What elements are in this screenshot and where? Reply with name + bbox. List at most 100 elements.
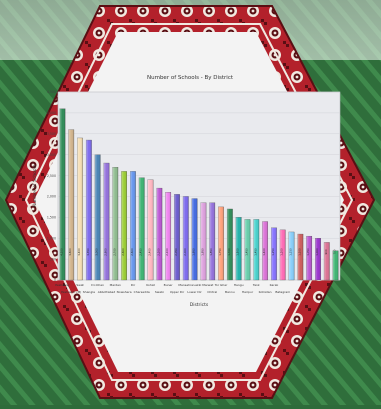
bar-shading [68,129,74,280]
chart-title: Number of Schools - By District [147,75,234,81]
x-tick-label: Swabi [155,290,164,294]
bar-shading [279,229,286,280]
bar-shading [262,221,268,280]
x-tick-label: Kohat [146,283,155,287]
bar-shading [147,179,154,280]
y-axis-ticks: 0 500 1,000 1,500 2,000 2,500 3,000 3,500 4,000 4… [47,90,56,282]
bar-shading [324,242,330,280]
data-label: 1,750 [218,248,222,256]
bar-shading [77,137,83,280]
bar-shading [112,167,119,280]
y-tick-label: 4,000 [47,111,56,115]
x-tick-label: Mansehra [178,283,193,287]
x-tick-label: Nowshera [117,290,132,294]
data-label: 3,600 [68,248,72,256]
x-tick-label: Bannu [225,290,235,294]
x-tick-label: Karak [270,283,279,287]
data-label: 3,400 [77,248,81,256]
bar-chart: Number of Schools - By District 0 500 1,00… [32,75,341,308]
bar-shading [183,196,189,280]
x-tick-label: Kohistan [259,290,272,294]
y-tick-label: 2,000 [47,195,56,199]
data-label: 2,800 [103,248,107,256]
data-label: 3,000 [95,248,99,256]
bar-shading [130,171,136,280]
bar-shading [94,154,101,280]
bar-shading [244,219,251,280]
bar-shading [191,198,198,280]
bar-shading [315,238,321,280]
data-label: 1,700 [227,248,231,256]
bar-shading [59,108,66,280]
bar-shading [103,163,110,280]
data-label: 700 [333,249,337,254]
bar-shading [297,234,304,280]
data-label: 1,950 [192,248,196,256]
data-label: 2,600 [121,248,125,256]
data-label: 1,850 [200,248,204,256]
frame-inner-border [24,23,354,381]
data-label: 1,250 [271,248,275,256]
data-label: 2,700 [112,248,116,256]
data-label: 1,450 [244,248,248,256]
y-tick-label: 3,000 [47,153,56,157]
data-label: 2,200 [156,248,160,256]
bars: 4,100 3,600 3,400 3,350 3,000 2,800 2,700 2,600… [59,108,339,281]
data-label: 1,200 [280,248,284,256]
data-label: 2,450 [139,248,143,256]
x-tick-label: D.I.Khan [91,283,104,287]
x-tick-label: Mardan [110,283,121,287]
x-tick-label: Batagram [275,290,290,294]
bar-shading [165,192,171,280]
x-tick-label: Shangla [83,290,95,294]
y-axis-label: Number of Schools [32,164,38,207]
x-tick-label: Swat [76,283,84,287]
x-tick-label: Hangu [234,283,244,287]
data-label: 2,100 [165,248,169,256]
x-tick-label: Lower Dir [187,290,202,294]
data-label: 1,400 [262,248,266,256]
y-tick-label: 500 [50,257,56,261]
x-axis-label: Districts [190,302,209,308]
bar-shading [200,202,207,280]
bar-shading [332,250,339,280]
data-label: 3,350 [86,248,90,256]
bar-shading [306,236,312,280]
x-tick-label: Haripur [242,290,254,294]
x-tick-label: Peshawar [55,283,70,287]
data-label: 2,050 [174,248,178,256]
y-tick-label: 1,000 [47,236,56,240]
bar-shading [253,219,260,280]
y-tick-label: 4,500 [47,90,56,94]
data-label: 1,100 [297,248,301,256]
bar-shading [288,231,295,280]
bar-shading [271,227,277,280]
x-tick-label: Dir [131,283,136,287]
y-tick-label: 3,500 [47,132,56,136]
data-label: 900 [324,249,328,254]
y-tick-label: 0 [54,278,56,282]
bar-shading [138,177,145,280]
data-label: 2,400 [148,248,152,256]
bar-shading [156,188,163,280]
x-tick-label: Chitral [207,290,217,294]
x-tick-label: Tor Ghar [214,283,228,287]
x-tick-label: Abbottabad [98,290,116,294]
data-label: 1,150 [289,248,293,256]
bar-shading [86,140,92,280]
bar-shading [209,202,215,280]
data-label: 1,000 [315,248,319,256]
data-label: 1,850 [209,248,213,256]
data-label: 1,500 [236,248,240,256]
y-tick-label: 2,500 [47,174,56,178]
data-label: 2,600 [130,248,134,256]
x-tick-label: Peshawar (M) [61,290,81,294]
x-tick-label: Lakki Marwat [193,283,214,287]
y-tick-label: 1,500 [47,216,56,220]
data-label: 4,100 [59,248,63,256]
x-tick-label: Tank [252,283,260,287]
bar-shading [235,217,242,280]
x-tick-label: Charsadda [134,290,150,294]
